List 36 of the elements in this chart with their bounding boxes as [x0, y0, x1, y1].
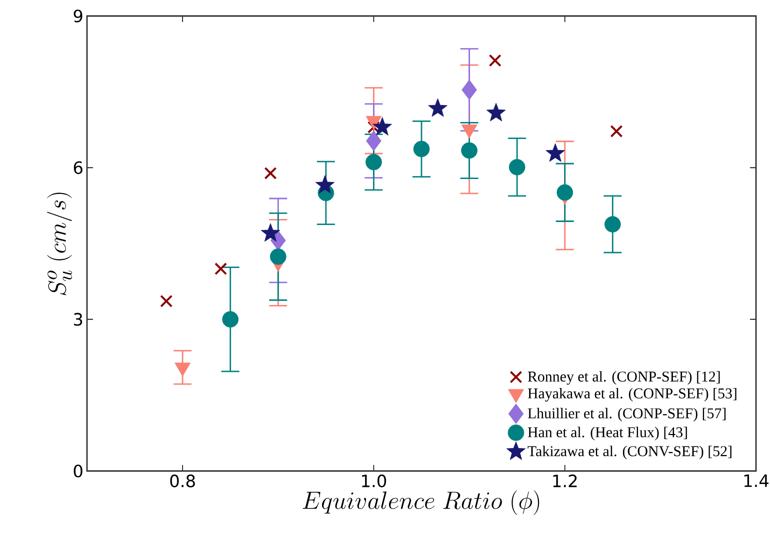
point: [413, 140, 430, 158]
legend-label: Takizawa et al. (CONV-SEF) [52]: [528, 446, 732, 460]
point: [160, 294, 173, 308]
point: [366, 154, 382, 170]
point: [486, 102, 506, 122]
point: [508, 158, 526, 176]
y-tick-label: 0: [74, 464, 82, 478]
x-axis-title: $Equivalence\ Ratio\ (\phi)$: [302, 490, 540, 515]
legend-label: Han et al. (Heat Flux) [43]: [528, 426, 687, 440]
point: [604, 216, 621, 232]
point: [428, 98, 448, 117]
point: [461, 142, 478, 159]
point: [556, 184, 574, 201]
point: [462, 80, 477, 100]
point: [260, 223, 280, 242]
y-tick-label: 3: [74, 312, 82, 326]
x-tick-label: 1.2: [553, 474, 577, 488]
point: [372, 117, 392, 136]
legend-label: Ronney et al. (CONP-SEF) [12]: [528, 371, 720, 385]
point: [264, 166, 277, 180]
legend-label: Lhuillier et al. (CONP-SEF) [57]: [528, 408, 726, 422]
point: [315, 175, 335, 194]
y-tick-label: 9: [74, 10, 82, 22]
legend-label: Hayakawa et al. (CONP-SEF) [53]: [528, 388, 736, 402]
x-tick-label: 1.0: [362, 474, 386, 488]
point: [214, 262, 228, 276]
point: [222, 311, 239, 328]
x-tick-label: 1.4: [744, 474, 769, 487]
x-tick-label: 0.8: [170, 474, 195, 488]
point: [366, 130, 382, 152]
point: [488, 54, 502, 67]
y-axis-title: $S_u^o\ (cm/s)$: [47, 192, 72, 296]
point: [270, 248, 286, 265]
point: [546, 143, 565, 162]
point: [610, 124, 623, 138]
y-tick-label: 6: [74, 161, 82, 174]
